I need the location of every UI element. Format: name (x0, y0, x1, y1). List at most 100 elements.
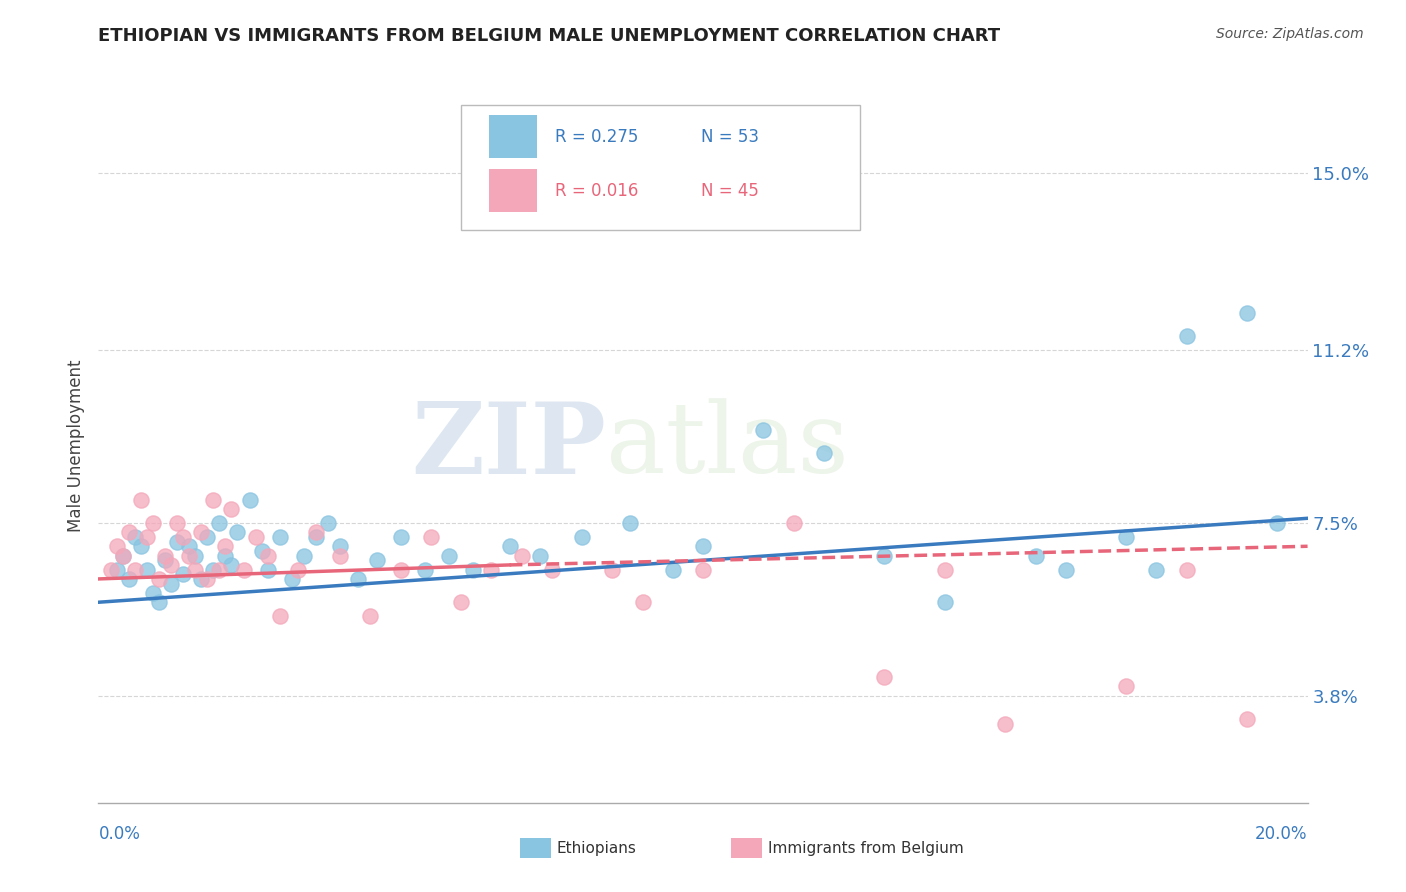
Point (934, 563, 956, 577)
Point (631, 595, 654, 609)
Point (389, 563, 412, 577)
Text: ETHIOPIAN VS IMMIGRANTS FROM BELGIUM MALE UNEMPLOYMENT CORRELATION CHART: ETHIOPIAN VS IMMIGRANTS FROM BELGIUM MAL… (98, 27, 1001, 45)
Point (413, 563, 436, 577)
Point (873, 549, 896, 563)
Point (752, 423, 775, 437)
Point (202, 563, 225, 577)
Point (221, 558, 243, 572)
Point (195, 572, 218, 586)
Text: Source: ZipAtlas.com: Source: ZipAtlas.com (1216, 27, 1364, 41)
Point (347, 572, 370, 586)
Point (571, 530, 593, 544)
Bar (489, 115, 537, 158)
Point (118, 572, 141, 586)
Point (142, 516, 165, 530)
Point (281, 572, 304, 586)
Text: 20.0%: 20.0% (1256, 825, 1308, 843)
Point (142, 586, 165, 600)
Text: ZIP: ZIP (412, 398, 606, 494)
Point (214, 539, 236, 553)
Point (177, 549, 201, 563)
Point (450, 595, 472, 609)
Point (256, 563, 278, 577)
Text: N = 53: N = 53 (700, 128, 759, 145)
FancyBboxPatch shape (461, 105, 860, 230)
Point (782, 516, 804, 530)
Point (389, 530, 412, 544)
Point (1265, 516, 1288, 530)
Point (105, 563, 128, 577)
Point (245, 530, 267, 544)
Point (124, 563, 146, 577)
Point (510, 549, 533, 563)
Point (360, 609, 382, 624)
Point (124, 530, 146, 544)
Point (208, 563, 231, 577)
Text: Ethiopians: Ethiopians (557, 841, 637, 855)
Point (214, 549, 236, 563)
Point (153, 553, 176, 567)
Point (1175, 563, 1198, 577)
Point (135, 563, 157, 577)
Point (366, 553, 388, 567)
Point (208, 516, 231, 530)
Text: N = 45: N = 45 (700, 182, 758, 200)
Y-axis label: Male Unemployment: Male Unemployment (66, 359, 84, 533)
Point (498, 539, 520, 553)
Point (195, 530, 218, 544)
Point (256, 549, 278, 563)
Point (1236, 306, 1258, 320)
Point (481, 563, 503, 577)
Point (172, 567, 194, 582)
Point (1024, 549, 1046, 563)
Point (437, 549, 460, 563)
Point (226, 525, 249, 540)
Text: R = 0.016: R = 0.016 (555, 182, 638, 200)
Point (1115, 679, 1137, 693)
Point (463, 563, 485, 577)
Point (305, 530, 328, 544)
Point (316, 516, 339, 530)
Point (692, 563, 714, 577)
Point (994, 716, 1017, 731)
Point (202, 492, 225, 507)
Point (329, 549, 352, 563)
Point (540, 563, 562, 577)
Point (135, 530, 157, 544)
Point (105, 539, 128, 553)
Point (661, 563, 683, 577)
Point (221, 502, 243, 516)
Point (100, 563, 122, 577)
Text: Immigrants from Belgium: Immigrants from Belgium (768, 841, 963, 855)
Bar (489, 169, 537, 212)
Point (118, 525, 141, 540)
Point (239, 492, 262, 507)
Point (873, 670, 896, 684)
Point (148, 595, 170, 609)
Text: atlas: atlas (606, 398, 849, 494)
Text: R = 0.275: R = 0.275 (555, 128, 638, 145)
Point (184, 549, 207, 563)
Point (1144, 563, 1167, 577)
Point (602, 563, 624, 577)
Point (1115, 530, 1137, 544)
Point (1236, 712, 1258, 726)
Point (619, 516, 641, 530)
Point (190, 525, 212, 540)
Point (287, 563, 309, 577)
Point (172, 530, 194, 544)
Point (232, 563, 254, 577)
Text: 0.0%: 0.0% (98, 825, 141, 843)
Point (129, 539, 152, 553)
Point (934, 595, 956, 609)
Point (250, 544, 273, 558)
Point (419, 530, 441, 544)
Point (269, 530, 291, 544)
Point (529, 549, 551, 563)
Point (305, 525, 328, 540)
Point (166, 516, 188, 530)
Point (166, 534, 188, 549)
Point (1054, 563, 1077, 577)
Point (111, 549, 134, 563)
Point (692, 539, 714, 553)
